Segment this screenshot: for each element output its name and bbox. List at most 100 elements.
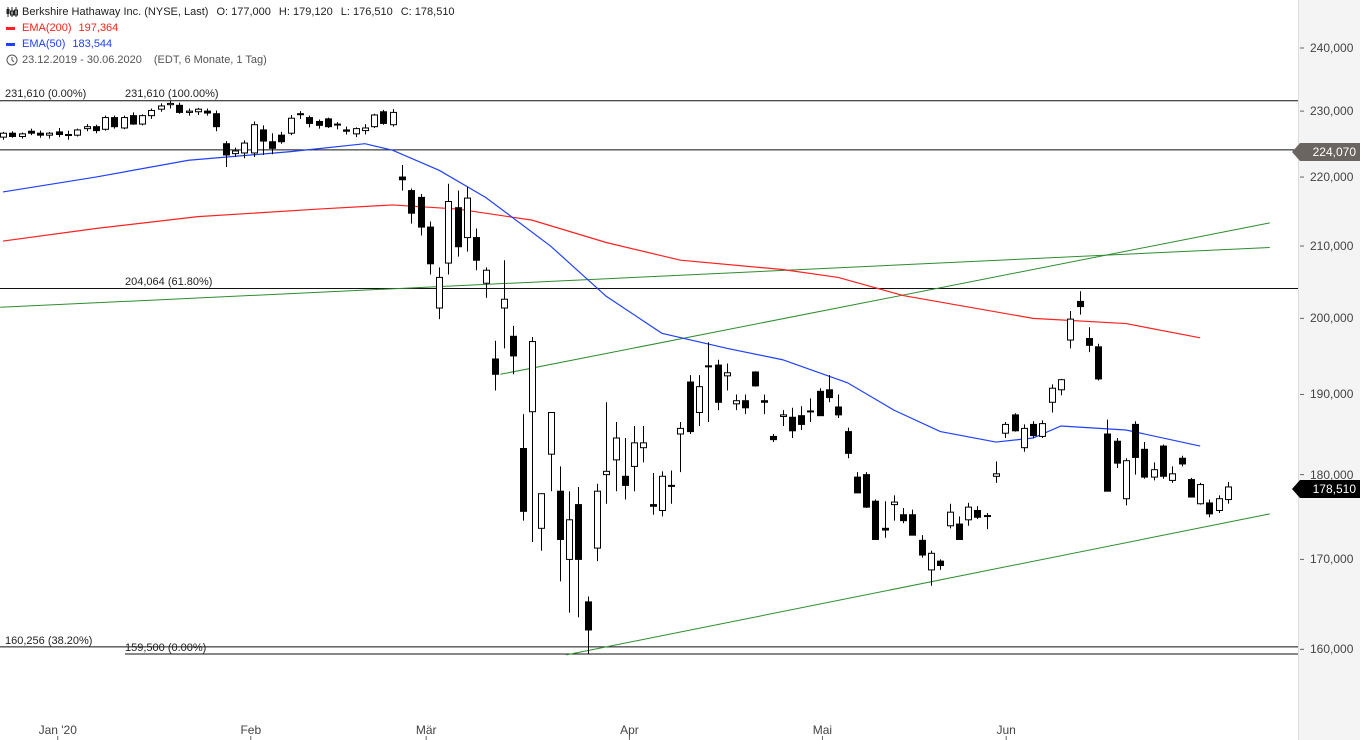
candle-up — [696, 386, 703, 414]
candle-up — [46, 132, 53, 136]
candle-up — [640, 442, 647, 449]
candle-down — [176, 104, 183, 113]
ema50-label: EMA(50) — [22, 38, 66, 50]
candle-down — [984, 515, 991, 518]
candle-down — [789, 416, 796, 432]
candle-up — [733, 400, 740, 405]
legend-ema50[interactable]: EMA(50) 183,544 — [6, 38, 112, 50]
candle-down — [380, 111, 387, 124]
candle-down — [1160, 445, 1167, 477]
candle-up — [0, 132, 7, 138]
candle-down — [343, 129, 350, 132]
candle-up — [84, 126, 91, 130]
candle-down — [937, 560, 944, 567]
candle-up — [19, 133, 26, 137]
candle-down — [1012, 414, 1019, 432]
candle-down — [845, 431, 852, 454]
candle-down — [9, 132, 16, 137]
candle-down — [1030, 423, 1037, 437]
candle-down — [427, 226, 434, 265]
open-value: O: 177,000 — [216, 6, 271, 18]
candle-down — [1141, 448, 1148, 478]
candle-down — [213, 113, 220, 128]
trendline — [500, 222, 1270, 375]
candle-up — [529, 341, 536, 413]
date-range-row: 23.12.2019 - 30.06.2020 (EDT, 6 Monate, … — [6, 54, 267, 66]
candle-up — [288, 117, 295, 134]
candle-down — [882, 527, 889, 531]
candle-up — [807, 410, 814, 413]
candle-down — [687, 381, 694, 433]
candle-down — [798, 415, 805, 425]
candle-down — [510, 335, 517, 357]
candle-down — [1077, 300, 1084, 308]
x-tick-label: Jan '20 — [38, 723, 77, 737]
candle-up — [371, 114, 378, 128]
legend-ema200[interactable]: EMA(200) 197,364 — [6, 22, 118, 34]
candle-down — [761, 400, 768, 403]
candle-down — [1086, 338, 1093, 346]
candle-down — [557, 490, 564, 540]
candle-down — [325, 118, 332, 128]
candle-up — [139, 115, 146, 125]
candle-up — [677, 427, 684, 435]
candle-down — [826, 389, 833, 399]
candle-down — [473, 237, 480, 261]
ema50-swatch — [6, 42, 15, 46]
candle-down — [520, 447, 527, 512]
candle-down — [316, 120, 323, 126]
date-range: 23.12.2019 - 30.06.2020 — [22, 54, 142, 66]
y-tick-label: 160,000 — [1310, 642, 1354, 657]
candle-up — [297, 113, 304, 116]
candle-up — [594, 490, 601, 549]
y-tick-label: 200,000 — [1310, 311, 1354, 326]
range-info: (EDT, 6 Monate, 1 Tag) — [153, 54, 267, 66]
fib-label: 159,500 (0.00%) — [125, 642, 207, 654]
y-tick-label: 220,000 — [1310, 170, 1354, 185]
candle-up — [483, 269, 490, 284]
candle-up — [947, 511, 954, 527]
candle-down — [306, 117, 313, 124]
candle-up — [195, 108, 202, 113]
candle-up — [613, 437, 620, 461]
candle-down — [974, 509, 981, 518]
candle-up — [501, 298, 508, 309]
candle-up — [659, 475, 666, 511]
candle-down — [455, 207, 462, 248]
candle-down — [269, 141, 276, 149]
candle-down — [334, 123, 341, 126]
candle-up — [538, 493, 545, 529]
y-tick-label: 230,000 — [1310, 104, 1354, 119]
candle-down — [770, 435, 777, 441]
close-value: C: 178,510 — [400, 6, 455, 18]
clock-icon — [6, 54, 18, 66]
candle-up — [121, 117, 128, 129]
candle-up — [566, 519, 573, 560]
candle-up — [353, 128, 360, 135]
candle-up — [1049, 387, 1056, 403]
candle-down — [399, 176, 406, 181]
candle-down — [900, 514, 907, 522]
x-tick-label: Jun — [996, 723, 1016, 737]
candle-down — [1132, 423, 1139, 458]
candle-up — [631, 442, 638, 467]
y-tick-label: 170,000 — [1310, 552, 1354, 567]
price-axis-panel — [1298, 0, 1360, 740]
candle-down — [575, 504, 582, 560]
candle-down — [622, 475, 629, 486]
candle-up — [780, 414, 787, 417]
candle-down — [956, 523, 963, 540]
ema200-swatch — [6, 26, 15, 30]
candle-up — [548, 412, 555, 455]
candle-up — [668, 484, 675, 487]
candle-down — [1104, 433, 1111, 492]
fib-label: 204,064 (61.80%) — [125, 276, 213, 288]
trendline — [566, 513, 1270, 656]
candle-down — [408, 190, 415, 214]
y-tick-label: 240,000 — [1310, 41, 1354, 55]
ema200-line — [2, 204, 1201, 339]
candle-down — [278, 134, 285, 143]
high-value: H: 179,120 — [278, 6, 333, 18]
candle-down — [872, 500, 879, 540]
